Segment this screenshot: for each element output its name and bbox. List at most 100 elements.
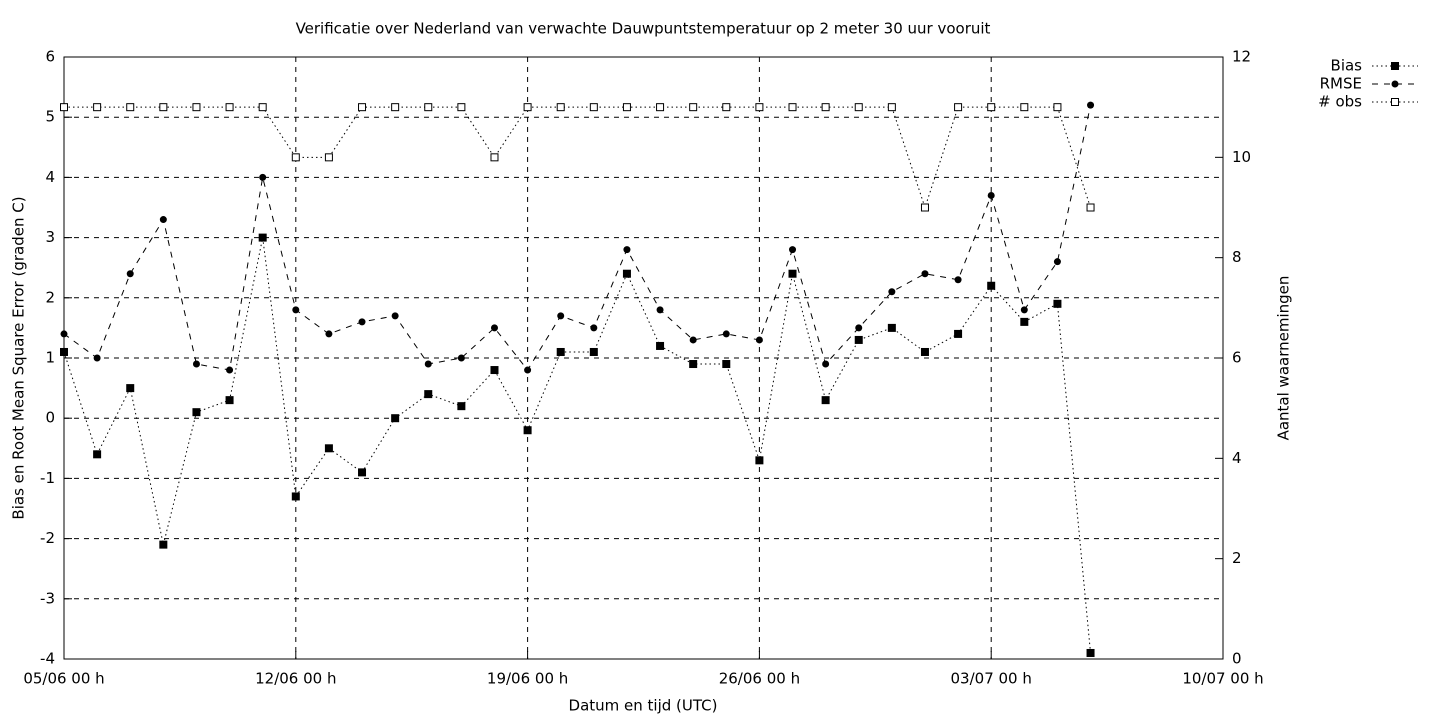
data-point: [722, 103, 731, 112]
data-point: [622, 269, 631, 278]
data-point: [1053, 103, 1062, 112]
x-tick-label: 05/06 00 h: [23, 670, 104, 688]
data-point: [821, 103, 830, 112]
y2-tick-label: 8: [1232, 248, 1242, 266]
data-point: [656, 341, 665, 350]
data-point: [524, 366, 532, 374]
data-point: [887, 103, 896, 112]
data-point: [954, 276, 962, 284]
data-point: [954, 103, 963, 112]
data-point: [589, 103, 598, 112]
y-tick-label: -2: [40, 529, 55, 547]
data-point: [888, 288, 896, 296]
data-point: [589, 347, 598, 356]
data-point: [920, 347, 929, 356]
y-tick-label: -1: [40, 469, 55, 487]
data-point: [457, 402, 466, 411]
data-point: [490, 153, 499, 162]
data-point: [556, 103, 565, 112]
y-tick-label: 5: [45, 108, 55, 126]
legend-marker: [1391, 80, 1399, 88]
data-point: [788, 103, 797, 112]
data-point: [1020, 317, 1029, 326]
series-line: [64, 106, 1092, 210]
data-point: [788, 269, 797, 278]
data-point: [60, 330, 68, 338]
legend-marker: [1391, 62, 1399, 70]
data-point: [126, 103, 135, 112]
data-point: [457, 354, 465, 362]
y2-tick-label: 4: [1232, 449, 1242, 467]
x-tick-label: 03/07 00 h: [951, 670, 1032, 688]
series-line: [63, 237, 1092, 654]
data-point: [358, 468, 367, 477]
data-point: [391, 312, 399, 320]
x-tick-label: 10/07 00 h: [1182, 670, 1263, 688]
data-point: [126, 384, 135, 393]
x-tick-label: 26/06 00 h: [719, 670, 800, 688]
data-point: [987, 281, 996, 290]
data-point: [291, 492, 300, 501]
data-point: [656, 306, 664, 314]
data-point: [258, 103, 267, 112]
data-point: [557, 312, 565, 320]
data-point: [755, 336, 763, 344]
data-point: [920, 203, 929, 212]
y-tick-label: 2: [45, 288, 55, 306]
data-point: [689, 360, 698, 369]
data-point: [822, 360, 830, 368]
y2-tick-label: 0: [1232, 650, 1242, 668]
data-point: [1053, 299, 1062, 308]
data-point: [424, 103, 433, 112]
data-point: [789, 246, 797, 254]
y-tick-label: -3: [40, 589, 55, 607]
data-point: [590, 324, 598, 332]
data-point: [523, 426, 532, 435]
data-point: [855, 324, 863, 332]
data-point: [60, 347, 68, 356]
data-point: [821, 396, 830, 405]
data-point: [259, 173, 267, 181]
data-point: [887, 323, 896, 332]
y-tick-label: 3: [45, 228, 55, 246]
data-point: [921, 270, 929, 278]
y-tick-label: 1: [45, 349, 55, 367]
data-point: [226, 366, 234, 374]
data-point: [424, 390, 433, 399]
data-point: [854, 335, 863, 344]
data-point: [358, 103, 367, 112]
data-point: [1020, 103, 1029, 112]
data-point: [225, 103, 234, 112]
data-point: [490, 324, 498, 332]
data-point: [656, 103, 665, 112]
data-point: [523, 103, 532, 112]
data-point: [755, 103, 764, 112]
data-point: [623, 246, 631, 254]
data-point: [60, 103, 68, 112]
plot-frame: [63, 56, 1224, 660]
data-point: [159, 216, 167, 224]
y2-tick-label: 6: [1232, 349, 1242, 367]
y-tick-label: 0: [45, 409, 55, 427]
data-point: [755, 456, 764, 465]
data-point: [93, 450, 102, 459]
data-point: [622, 103, 631, 112]
data-point: [722, 330, 730, 338]
y2-axis-label: Aantal waarnemingen: [1275, 276, 1293, 441]
data-point: [225, 396, 234, 405]
data-point: [722, 360, 731, 369]
x-axis-label: Datum en tijd (UTC): [569, 697, 718, 715]
data-point: [292, 306, 300, 314]
data-point: [556, 347, 565, 356]
data-point: [324, 444, 333, 453]
data-point: [258, 233, 267, 242]
legend-label: Bias: [1331, 57, 1363, 75]
y-tick-label: 4: [45, 168, 55, 186]
y-tick-label: -4: [40, 650, 55, 668]
data-point: [391, 414, 400, 423]
data-point: [325, 330, 333, 338]
data-point: [192, 360, 200, 368]
data-point: [159, 540, 168, 549]
y2-tick-label: 2: [1232, 549, 1242, 567]
